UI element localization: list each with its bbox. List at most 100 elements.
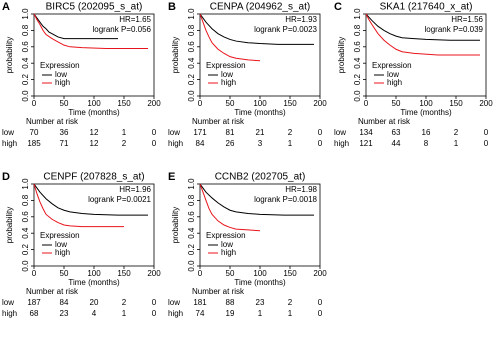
legend-title: Expression [206,61,246,70]
risk-count: 88 [226,298,235,307]
legend-label: low [221,70,233,79]
x-tick-label: 100 [419,99,433,108]
y-tick-label: 0.4 [187,57,196,69]
risk-count: 71 [60,139,69,148]
y-tick-label: 0.4 [353,57,362,69]
legend-label: low [387,70,399,79]
x-tick-label: 0 [198,269,203,278]
risk-row-label: low [2,128,14,137]
risk-count: 134 [359,128,373,137]
survival-curve [199,13,261,62]
y-axis-label: probability [337,37,346,73]
annotation: HR=1.96 [119,185,151,194]
annotation: logrank P=0.039 [425,25,484,34]
y-axis-label: probability [5,37,14,73]
annotation: HR=1.65 [119,15,151,24]
y-axis-label: probability [171,37,180,73]
risk-count: 0 [318,298,323,307]
annotation: HR=1.56 [451,15,483,24]
x-axis-label: Time (months) [68,278,120,287]
risk-row-label: high [2,309,17,318]
annotation: logrank P=0.056 [93,25,152,34]
y-tick-label: 1.0 [21,178,30,190]
x-tick-label: 50 [60,99,69,108]
y-tick-label: 0.4 [187,227,196,239]
risk-count: 1 [454,139,459,148]
x-tick-label: 0 [198,99,203,108]
panel-label: B [168,1,176,13]
x-tick-label: 100 [87,99,101,108]
x-tick-label: 100 [253,99,267,108]
survival-curve [199,183,261,232]
y-axis-label: probability [171,207,180,243]
risk-title: Number at risk [26,287,79,296]
y-tick-label: 0.0 [187,90,196,102]
annotation: logrank P=0.0023 [254,25,317,34]
risk-count: 0 [152,139,157,148]
x-axis-label: Time (months) [68,108,120,117]
risk-count: 63 [392,128,401,137]
risk-count: 44 [392,139,401,148]
y-tick-label: 0.4 [21,57,30,69]
legend-label: high [55,78,70,87]
y-tick-label: 0.8 [21,194,30,206]
risk-count: 2 [288,128,293,137]
risk-count: 12 [90,128,99,137]
risk-count: 0 [318,139,323,148]
x-axis-label: Time (months) [234,278,286,287]
risk-count: 84 [60,298,69,307]
legend-title: Expression [40,231,80,240]
legend-label: high [221,248,236,257]
y-tick-label: 0.8 [187,194,196,206]
risk-count: 12 [90,139,99,148]
risk-count: 2 [122,139,127,148]
panel-title: CENPA (204962_s_at) [210,2,310,13]
y-tick-label: 0.6 [353,41,362,53]
survival-curve [33,13,118,40]
legend-label: high [55,248,70,257]
risk-title: Number at risk [192,117,245,126]
legend-label: high [221,78,236,87]
risk-count: 68 [30,309,39,318]
y-tick-label: 0.2 [187,243,196,255]
risk-count: 19 [226,309,235,318]
panel-label: C [334,1,342,13]
risk-count: 23 [256,298,265,307]
risk-count: 81 [226,128,235,137]
y-tick-label: 0.6 [187,211,196,223]
risk-count: 2 [122,298,127,307]
x-tick-label: 0 [32,269,37,278]
survival-curve [33,13,148,49]
risk-count: 187 [27,298,41,307]
survival-curve [365,13,480,41]
risk-row-label: low [168,128,180,137]
x-tick-label: 0 [364,99,369,108]
risk-count: 70 [30,128,39,137]
panel-title: CENPF (207828_s_at) [43,172,144,183]
survival-curve [199,183,314,216]
risk-count: 84 [196,139,205,148]
risk-row-label: high [334,139,349,148]
risk-row-label: low [2,298,14,307]
risk-count: 36 [60,128,69,137]
y-tick-label: 0.6 [21,211,30,223]
risk-count: 21 [256,128,265,137]
risk-count: 74 [196,309,205,318]
risk-count: 1 [288,309,293,318]
risk-count: 0 [152,298,157,307]
risk-count: 0 [484,128,489,137]
risk-count: 8 [424,139,429,148]
x-tick-label: 50 [226,99,235,108]
y-tick-label: 0.6 [21,41,30,53]
y-tick-label: 1.0 [21,8,30,20]
x-tick-label: 150 [449,99,463,108]
x-tick-label: 50 [392,99,401,108]
risk-count: 3 [258,139,263,148]
y-tick-label: 0.8 [21,24,30,36]
x-axis-label: Time (months) [234,108,286,117]
y-tick-label: 1.0 [353,8,362,20]
legend-title: Expression [40,61,80,70]
risk-count: 4 [92,309,97,318]
risk-count: 23 [60,309,69,318]
